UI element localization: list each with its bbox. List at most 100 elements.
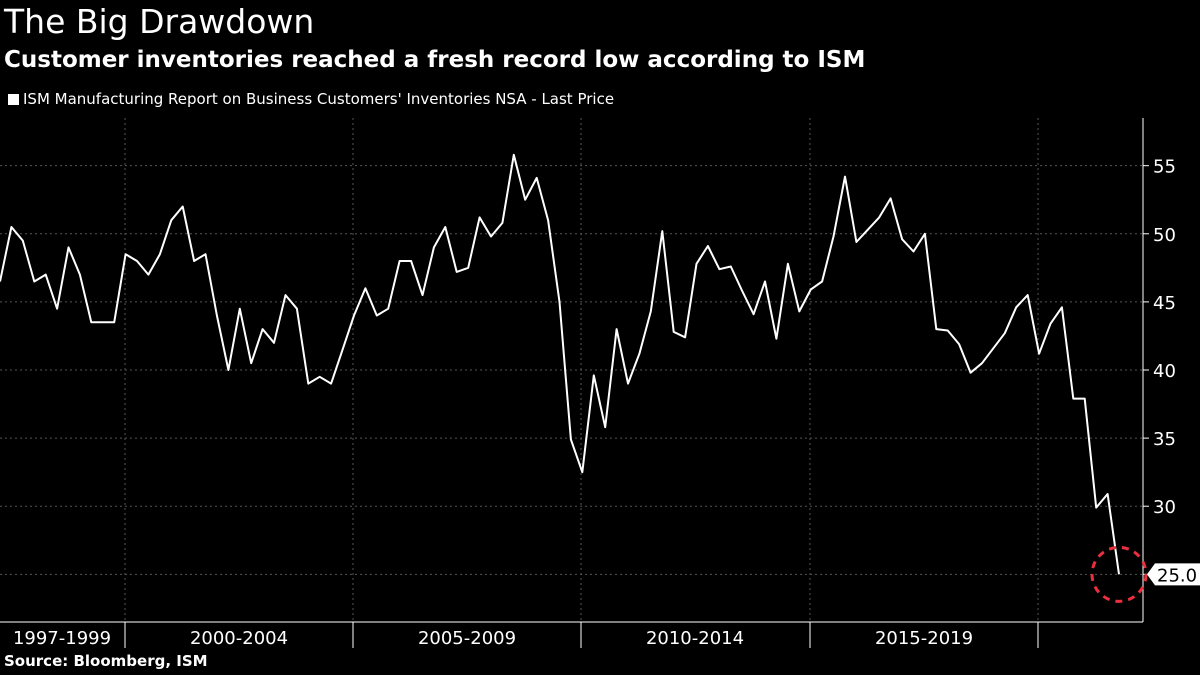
data-point — [855, 241, 857, 243]
x-period-label: 1997-1999 — [13, 628, 111, 649]
data-point — [182, 206, 184, 208]
data-point — [113, 321, 115, 323]
data-point — [947, 330, 949, 332]
data-point — [102, 321, 104, 323]
data-point — [159, 253, 161, 255]
data-point — [319, 376, 321, 378]
data-point — [1050, 323, 1052, 325]
data-point — [353, 315, 355, 317]
data-point — [45, 274, 47, 276]
chart-title: The Big Drawdown — [4, 2, 315, 41]
data-point — [205, 253, 207, 255]
data-point — [68, 246, 70, 248]
data-point — [467, 267, 469, 269]
y-tick-label-55: 55 — [1153, 157, 1176, 178]
y-tick-label-30: 30 — [1153, 497, 1176, 518]
data-point — [810, 289, 812, 291]
data-point — [673, 331, 675, 333]
data-point — [536, 177, 538, 179]
data-point — [524, 199, 526, 201]
data-point — [399, 260, 401, 262]
data-point — [696, 263, 698, 265]
data-point — [833, 236, 835, 238]
data-point — [650, 310, 652, 312]
data-point — [821, 281, 823, 283]
data-point — [867, 229, 869, 231]
x-period-label: 2010-2014 — [646, 628, 744, 649]
data-point — [1107, 493, 1109, 495]
data-point — [707, 245, 709, 247]
data-point — [1004, 332, 1006, 334]
y-tick-label-35: 35 — [1153, 429, 1176, 450]
data-point — [444, 226, 446, 228]
data-point — [1061, 306, 1063, 308]
y-tick-label-40: 40 — [1153, 361, 1176, 382]
data-point — [718, 268, 720, 270]
data-point — [798, 310, 800, 312]
data-point — [410, 260, 412, 262]
data-point — [422, 294, 424, 296]
data-point — [342, 349, 344, 351]
data-point — [981, 362, 983, 364]
data-point — [935, 328, 937, 330]
data-point — [878, 216, 880, 218]
data-point — [479, 216, 481, 218]
data-point — [570, 439, 572, 441]
data-point — [1027, 294, 1029, 296]
data-point — [33, 281, 35, 283]
data-point — [661, 230, 663, 232]
data-point — [1118, 573, 1120, 575]
data-point — [501, 222, 503, 224]
data-point — [147, 274, 149, 276]
legend-swatch — [8, 93, 19, 105]
data-point — [638, 353, 640, 355]
data-point — [296, 308, 298, 310]
last-value-label: 25.0 — [1157, 565, 1197, 586]
data-point — [764, 281, 766, 283]
data-point — [604, 426, 606, 428]
data-point — [79, 274, 81, 276]
data-point — [844, 176, 846, 178]
chart-subtitle: Customer inventories reached a fresh rec… — [4, 47, 866, 73]
data-point — [285, 294, 287, 296]
data-point — [730, 266, 732, 268]
y-tick-label-50: 50 — [1153, 225, 1176, 246]
data-point — [958, 343, 960, 345]
x-period-label: 2015-2019 — [875, 628, 973, 649]
data-point — [216, 315, 218, 317]
data-point — [364, 287, 366, 289]
data-point — [22, 240, 24, 242]
data-point — [90, 321, 92, 323]
data-point — [250, 362, 252, 364]
data-point — [1095, 507, 1097, 509]
data-point — [307, 383, 309, 385]
data-point — [992, 347, 994, 349]
data-point — [627, 383, 629, 385]
data-point — [456, 271, 458, 273]
data-point — [593, 374, 595, 376]
data-point — [490, 236, 492, 238]
data-point — [1038, 353, 1040, 355]
data-point — [924, 233, 926, 235]
data-point — [273, 342, 275, 344]
data-point — [193, 260, 195, 262]
data-point — [559, 301, 561, 303]
data-point — [170, 219, 172, 221]
data-point — [913, 251, 915, 253]
y-tick-label-45: 45 — [1153, 293, 1176, 314]
data-point — [1072, 398, 1074, 400]
x-period-label: 2000-2004 — [190, 628, 288, 649]
data-point — [1015, 306, 1017, 308]
series-line — [0, 153, 1120, 575]
data-point — [125, 253, 127, 255]
data-point — [901, 238, 903, 240]
data-point — [684, 336, 686, 338]
data-point — [970, 372, 972, 374]
legend-label: ISM Manufacturing Report on Business Cus… — [23, 90, 615, 108]
data-point — [433, 246, 435, 248]
data-point — [227, 369, 229, 371]
data-point — [387, 308, 389, 310]
data-point — [741, 290, 743, 292]
data-point — [10, 226, 12, 228]
